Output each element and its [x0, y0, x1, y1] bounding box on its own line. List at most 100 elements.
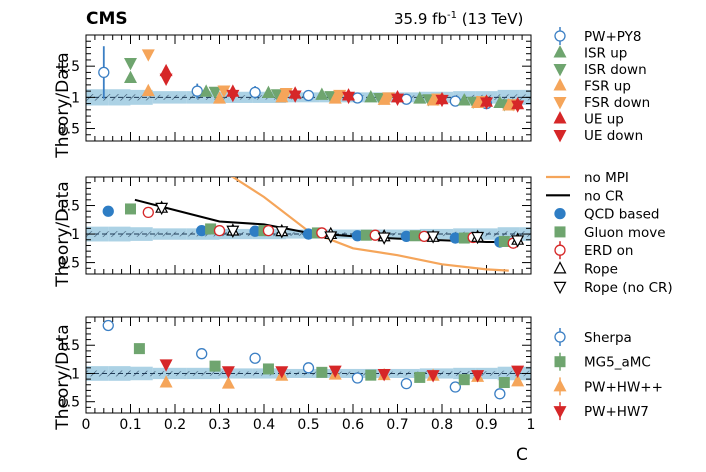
- x-tick-label: 1: [527, 417, 536, 433]
- series-qcd-based: [102, 205, 506, 248]
- y-tick-label: 0.5: [58, 122, 80, 138]
- legend-fsr-down-marker: [553, 96, 567, 110]
- y-tick-label: 1: [71, 227, 80, 243]
- legend-fsr-down-label: FSR down: [584, 95, 650, 111]
- gluon-move-point: [498, 235, 510, 247]
- y-tick-label: 1.5: [58, 199, 80, 215]
- x-tick-label: 0.1: [119, 417, 141, 433]
- sherpa-point: [196, 348, 208, 360]
- isr-up-point: [315, 87, 329, 100]
- legend-fsr-up-marker: [553, 78, 567, 91]
- series-pw-hw7: [159, 359, 525, 383]
- legend-sherpa-label: Sherpa: [584, 330, 632, 346]
- series-pw-py8: [98, 46, 493, 110]
- erd-on-point: [369, 229, 381, 241]
- gluon-move-point: [409, 230, 421, 242]
- legend-gluon-move-marker: [554, 226, 566, 238]
- fsr-down-point: [279, 87, 293, 101]
- ue-down-point: [288, 90, 302, 103]
- legend-erd-on-marker: [554, 244, 566, 256]
- legend-qcd-based-label: QCD based: [584, 207, 660, 223]
- legend-sherpa-marker: [554, 331, 566, 343]
- legend-pw-hw7-label: PW+HW7: [584, 404, 649, 420]
- legend-isr-up-label: ISR up: [584, 46, 627, 62]
- ue-down-point: [480, 97, 493, 110]
- x-tick-label: 0.3: [208, 417, 230, 433]
- legend-ue-up-label: UE up: [584, 112, 624, 128]
- pw-py8-point: [302, 89, 315, 102]
- fsr-down-point: [382, 92, 396, 105]
- panel-frame: [85, 176, 532, 275]
- sherpa-point: [494, 388, 506, 400]
- legend-no-mpi-label: no MPI: [584, 170, 629, 186]
- x-axis-label: C: [516, 445, 528, 465]
- erd-on-point: [418, 230, 430, 242]
- legend-mg5-amc-marker: [554, 356, 566, 368]
- stat-uncertainty-hatch: [497, 370, 520, 377]
- series-mg5-amc: [133, 343, 510, 389]
- pw-py8-point: [351, 92, 364, 104]
- rope-no-cr-point: [275, 226, 289, 239]
- luminosity-exponent: -1: [447, 10, 457, 21]
- mg5-amc-point: [498, 377, 510, 389]
- isr-up-point: [457, 93, 471, 106]
- rope-no-cr-point: [324, 231, 338, 244]
- gluon-move-point: [360, 229, 372, 241]
- ue-down-point: [511, 100, 525, 113]
- pw-hw-point: [159, 375, 173, 388]
- rope-no-cr-point: [226, 225, 240, 238]
- legend-pw-hw-label: PW+HW++: [584, 379, 663, 395]
- legend-rope-label: Rope: [584, 262, 618, 278]
- legend-fsr-up-label: FSR up: [584, 79, 631, 95]
- x-tick-label: 0.5: [297, 417, 319, 433]
- legend-rope-marker: [553, 261, 567, 274]
- pw-hw7-point: [511, 365, 525, 378]
- sherpa-point: [249, 352, 261, 364]
- gluon-move-point: [125, 203, 136, 215]
- rope-no-cr-point: [511, 235, 525, 248]
- sherpa-point: [102, 319, 114, 332]
- mg5-amc-point: [414, 371, 426, 383]
- series-sherpa: [102, 319, 506, 400]
- x-tick-label: 0.6: [342, 417, 364, 433]
- pw-hw7-point: [221, 366, 235, 379]
- legend-ue-up-marker: [553, 111, 567, 124]
- legend-pw-py8-label: PW+PY8: [584, 29, 641, 45]
- legend-panel-1: no MPI no CR QCD based Gluon move ERD on Rope…: [546, 170, 673, 296]
- legend-erd-on-label: ERD on: [584, 243, 633, 259]
- rope-no-cr-point: [155, 202, 169, 216]
- sherpa-point: [449, 381, 462, 393]
- x-axis-ticks: 0 0.1 0.2 0.3 0.4 0.5 0.6 0.7 0.8 0.9 1: [82, 417, 536, 433]
- isr-up-point: [199, 84, 213, 97]
- luminosity-label: 35.9 fb-1 (13 TeV): [394, 10, 523, 28]
- pw-hw7-point: [377, 369, 391, 382]
- mg5-amc-point: [365, 369, 377, 381]
- series-isr-up: [124, 70, 507, 108]
- legend-no-cr-label: no CR: [584, 188, 624, 204]
- y-tick-label: 0.5: [58, 395, 80, 411]
- series-no-mpi: [230, 177, 509, 272]
- pw-py8-point: [191, 85, 203, 97]
- series-rope-no-cr: [155, 202, 525, 248]
- x-tick-label: 0.8: [431, 417, 453, 433]
- legend-pw-hw7-marker: [553, 406, 567, 419]
- isr-down-point: [208, 86, 222, 100]
- legend-rope-no-cr-label: Rope (no CR): [584, 280, 673, 296]
- stat-uncertainty-hatch: [219, 95, 253, 100]
- stat-uncertainty-hatch: [386, 371, 420, 376]
- sherpa-point: [302, 362, 315, 374]
- panel-parton-shower-variations: 0.5 1 1.5: [58, 34, 532, 142]
- pw-hw7-point: [159, 359, 173, 372]
- fsr-down-point: [217, 85, 231, 98]
- stat-uncertainty-hatch: [130, 94, 153, 101]
- rope-no-cr-point: [471, 231, 485, 245]
- experiment-label: CMS: [86, 9, 128, 29]
- fsr-up-point: [141, 83, 155, 97]
- stat-uncertainty-hatch: [497, 231, 520, 237]
- y-tick-label: 1.5: [58, 59, 80, 75]
- luminosity-value: 35.9 fb: [394, 10, 447, 28]
- ue-down-point: [435, 94, 449, 108]
- fsr-down-point: [141, 49, 155, 62]
- sherpa-point: [351, 372, 364, 384]
- x-tick-label: 0.9: [475, 417, 497, 433]
